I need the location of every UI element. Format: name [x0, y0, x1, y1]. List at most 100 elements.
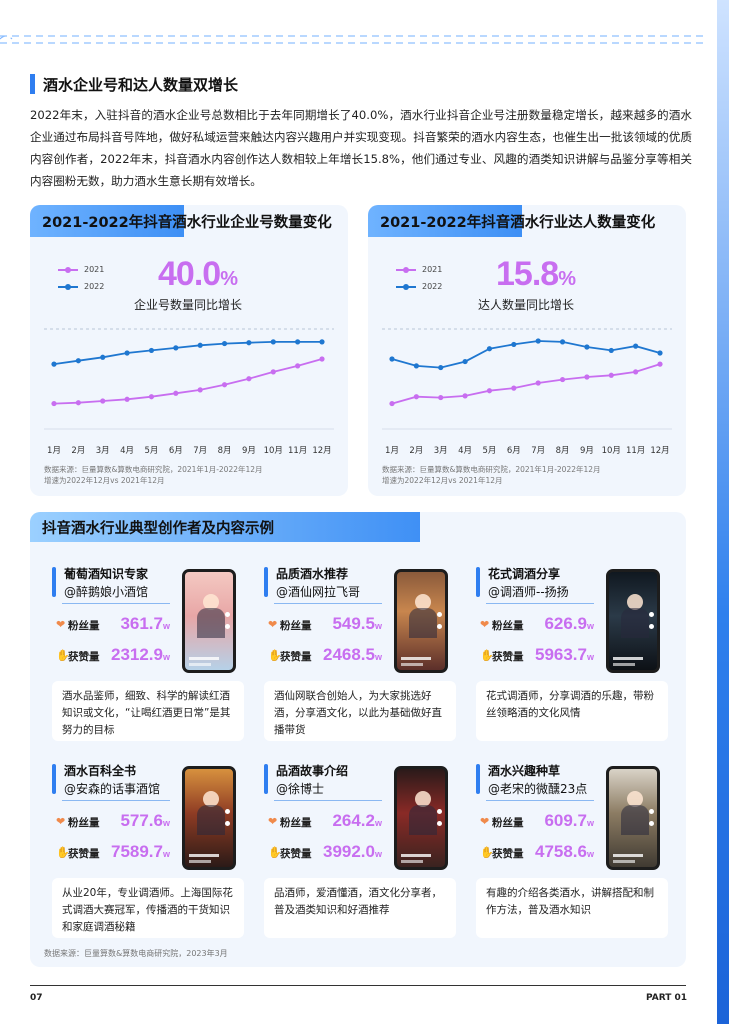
data-point-2021	[657, 361, 663, 367]
likes-label: 获赞量	[280, 651, 312, 663]
series-line-2021	[391, 363, 661, 405]
card-accent-bar	[52, 764, 56, 794]
data-point-2022	[197, 342, 203, 348]
decorative-dashed-border	[0, 35, 706, 44]
legend-2021: 2021	[58, 265, 104, 274]
data-point-2021	[462, 393, 468, 399]
x-tick-label: 8月	[218, 446, 232, 456]
fans-value: 626.9w	[544, 614, 594, 633]
fans-value: 577.6w	[120, 811, 170, 830]
heart-icon: ❤	[480, 815, 490, 828]
right-edge-bar	[717, 0, 729, 1024]
data-point-2021	[221, 382, 228, 388]
creators-panel: 抖音酒水行业典型创作者及内容示例 葡萄酒知识专家 @醉鹅娘小酒馆 ❤ 粉丝量 361.7…	[30, 512, 686, 967]
thumbs-up-icon: ✋	[268, 846, 282, 859]
likes-value: 2312.9w	[110, 645, 170, 664]
data-point-2022	[246, 340, 252, 346]
video-screenshot-thumbnail[interactable]	[394, 766, 448, 870]
x-tick-label: 9月	[580, 446, 594, 456]
card-accent-bar	[476, 567, 480, 597]
data-point-2022	[511, 341, 517, 348]
data-point-2022	[389, 356, 395, 362]
creator-category: 品酒故事介绍	[276, 764, 349, 778]
video-screenshot-thumbnail[interactable]	[606, 569, 660, 673]
x-tick-label: 3月	[96, 446, 110, 456]
chart-title: 2021-2022年抖音酒水行业企业号数量变化	[42, 214, 332, 231]
likes-row: ✋ 获赞量 2468.5w	[264, 645, 382, 667]
likes-value: 3992.0w	[322, 842, 382, 861]
likes-label: 获赞量	[492, 848, 524, 860]
x-tick-label: 4月	[458, 446, 472, 456]
video-screenshot-thumbnail[interactable]	[606, 766, 660, 870]
part-label: PART 01	[646, 993, 688, 1003]
legend-2022: 2022	[396, 282, 442, 291]
likes-row: ✋ 获赞量 2312.9w	[52, 645, 170, 667]
likes-value: 4758.6w	[534, 842, 594, 861]
fans-row: ❤ 粉丝量 264.2w	[264, 811, 382, 833]
data-point-2021	[319, 356, 325, 362]
x-tick-label: 12月	[312, 446, 331, 456]
fans-row: ❤ 粉丝量 549.5w	[264, 614, 382, 636]
data-point-2022	[608, 347, 614, 354]
x-tick-label: 1月	[385, 446, 399, 456]
x-tick-label: 11月	[626, 446, 645, 456]
x-tick-label: 12月	[650, 446, 669, 456]
creator-category: 葡萄酒知识专家	[64, 567, 149, 581]
data-point-2021	[246, 376, 252, 382]
data-point-2021	[559, 376, 566, 383]
fans-label: 粉丝量	[492, 817, 524, 829]
x-tick-label: 5月	[482, 446, 496, 456]
fans-row: ❤ 粉丝量 577.6w	[52, 811, 170, 833]
data-point-2022	[413, 363, 419, 369]
data-point-2022	[124, 350, 130, 356]
data-point-2021	[389, 400, 395, 407]
likes-label: 获赞量	[280, 848, 312, 860]
creator-card: 花式调酒分享 @调酒师--扬扬 ❤ 粉丝量 626.9w ✋ 获赞量 5963.7w 花式调酒师…	[476, 565, 668, 745]
data-point-2021	[173, 390, 179, 396]
x-tick-label: 5月	[144, 446, 158, 456]
x-tick-label: 10月	[602, 446, 621, 456]
thumbs-up-icon: ✋	[480, 846, 494, 859]
card-accent-bar	[476, 764, 480, 794]
creator-card: 品质酒水推荐 @酒仙网拉飞哥 ❤ 粉丝量 549.5w ✋ 获赞量 2468.5w 酒仙网联合创…	[264, 565, 456, 745]
fans-row: ❤ 粉丝量 626.9w	[476, 614, 594, 636]
likes-row: ✋ 获赞量 5963.7w	[476, 645, 594, 667]
heart-icon: ❤	[56, 618, 66, 631]
heart-icon: ❤	[268, 815, 278, 828]
chart-source-note: 数据来源：巨量算数&算数电商研究院，2021年1月-2022年12月 增速为20…	[382, 465, 601, 485]
data-point-2021	[584, 374, 590, 380]
data-point-2022	[51, 361, 57, 367]
data-point-2022	[270, 339, 276, 345]
x-tick-label: 3月	[434, 446, 448, 456]
thumbs-up-icon: ✋	[480, 649, 494, 662]
data-point-2021	[124, 396, 130, 402]
data-point-2022	[462, 358, 468, 365]
data-point-2021	[486, 388, 493, 394]
intro-paragraph: 2022年末，入驻抖音的酒水企业号总数相比于去年同期增长了40.0%，酒水行业抖…	[30, 108, 692, 188]
fans-label: 粉丝量	[68, 817, 100, 829]
page-number: 07	[30, 993, 43, 1003]
heart-icon: ❤	[268, 618, 278, 631]
x-tick-label: 6月	[169, 446, 183, 456]
thumbs-up-icon: ✋	[268, 649, 282, 662]
creator-description: 品酒师，爱酒懂酒，酒文化分享者，普及酒类知识和好酒推荐	[264, 878, 456, 938]
chart-title: 2021-2022年抖音酒水行业达人数量变化	[380, 214, 656, 231]
section-title-growth: 酒水企业号和达人数量双增长	[30, 74, 238, 94]
likes-row: ✋ 获赞量 4758.6w	[476, 842, 594, 864]
fans-value: 264.2w	[332, 811, 382, 830]
video-screenshot-thumbnail[interactable]	[182, 766, 236, 870]
likes-label: 获赞量	[68, 848, 100, 860]
video-screenshot-thumbnail[interactable]	[182, 569, 236, 673]
creator-handle: @徐博士	[276, 782, 325, 796]
heart-icon: ❤	[56, 815, 66, 828]
data-point-2022	[75, 358, 81, 364]
fans-label: 粉丝量	[68, 620, 100, 632]
data-point-2022	[657, 350, 663, 356]
data-point-2021	[511, 385, 517, 391]
video-screenshot-thumbnail[interactable]	[394, 569, 448, 673]
data-point-2022	[100, 354, 106, 360]
likes-value: 7589.7w	[110, 842, 170, 861]
thumbs-up-icon: ✋	[56, 846, 70, 859]
creator-category: 酒水兴趣种草	[488, 764, 561, 778]
card-divider	[486, 603, 594, 604]
